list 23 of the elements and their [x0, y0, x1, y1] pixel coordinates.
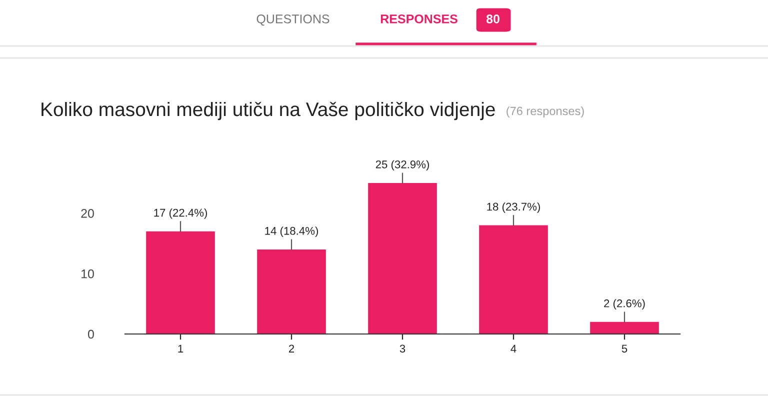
x-tick-label: 4 [510, 344, 516, 352]
bar [368, 183, 437, 334]
y-tick-label: 0 [88, 330, 94, 339]
data-label: 17 (22.4%) [154, 208, 207, 219]
chart-subtitle: (76 responses) [506, 106, 584, 118]
data-label: 2 (2.6%) [604, 299, 645, 310]
x-tick-label: 5 [622, 344, 628, 353]
data-label: 18 (23.7%) [487, 202, 540, 213]
bar [257, 249, 326, 334]
data-label: 14 (18.4%) [265, 226, 318, 237]
text: 80 [486, 14, 500, 24]
x-tick-label: 2 [288, 344, 294, 352]
text: RESPONSES [380, 14, 458, 24]
x-tick-label: 3 [400, 344, 406, 353]
bar [479, 225, 548, 334]
bar [146, 231, 215, 334]
bar [590, 322, 659, 334]
x-tick-label: 1 [178, 344, 184, 352]
chart-title: Koliko masovni mediji utiču na Vaše političko vidjenje [42, 102, 495, 120]
data-label: 25 (32.9%) [376, 160, 429, 171]
text: QUESTIONS [256, 14, 330, 26]
y-tick-label: 20 [81, 209, 94, 218]
y-tick-label: 10 [81, 269, 94, 278]
